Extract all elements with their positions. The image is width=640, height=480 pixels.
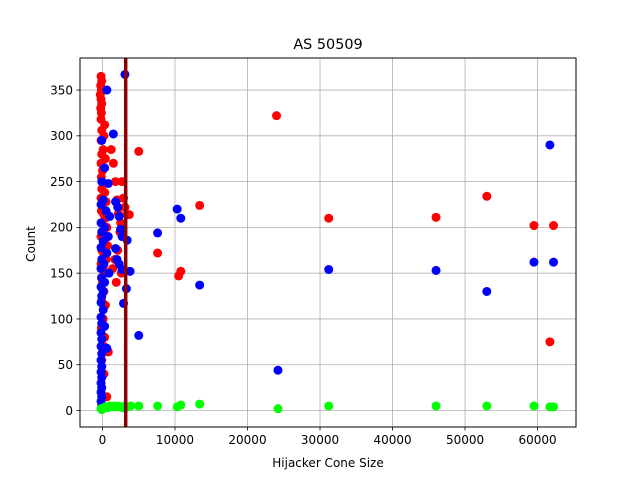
scatter-point	[134, 401, 144, 411]
scatter-point	[134, 146, 144, 156]
scatter-point	[105, 211, 115, 221]
y-tick-label: 100	[50, 312, 73, 326]
scatter-point	[431, 265, 441, 275]
scatter-point	[96, 200, 106, 210]
scatter-point	[195, 280, 205, 290]
scatter-point	[97, 227, 107, 237]
scatter-point	[113, 202, 123, 212]
scatter-point	[549, 221, 559, 231]
axis-ticks: 0 10000 20000 30000 40000 50000 60000 0 50 100 150…	[50, 83, 557, 447]
scatter-point	[273, 404, 283, 414]
scatter-point	[111, 277, 121, 287]
y-tick-label: 300	[50, 129, 73, 143]
y-tick-label: 200	[50, 221, 73, 235]
x-tick-label: 30000	[301, 433, 339, 447]
scatter-point	[96, 264, 106, 274]
x-tick-label: 40000	[373, 433, 411, 447]
scatter-point	[176, 266, 186, 276]
scatter-point	[125, 266, 135, 276]
scatter-point	[195, 200, 205, 210]
scatter-point	[482, 191, 492, 201]
scatter-point	[482, 286, 492, 296]
scatter-point	[114, 211, 124, 221]
scatter-point	[111, 177, 121, 187]
scatter-point	[272, 111, 282, 121]
y-axis-title: Count	[24, 226, 38, 262]
scatter-point	[96, 108, 106, 118]
scatter-point	[111, 243, 121, 253]
scatter-point	[97, 135, 107, 145]
scatter-point	[126, 401, 136, 411]
scatter-point	[549, 257, 559, 267]
scatter-point	[324, 265, 334, 275]
scatter-point	[108, 158, 118, 168]
y-tick-label: 0	[65, 404, 73, 418]
scatter-point	[97, 334, 107, 344]
x-tick-label: 0	[99, 433, 107, 447]
scatter-point	[100, 163, 110, 173]
scatter-point	[549, 402, 559, 412]
scatter-point	[96, 297, 106, 307]
scatter-point	[102, 85, 112, 95]
scatter-point	[545, 140, 555, 150]
scatter-point	[324, 401, 334, 411]
scatter-point	[545, 337, 555, 347]
scatter-point	[529, 221, 539, 231]
scatter-point	[529, 401, 539, 411]
scatter-point	[153, 401, 163, 411]
x-tick-label: 60000	[518, 433, 556, 447]
x-axis-title: Hijacker Cone Size	[272, 456, 383, 470]
scatter-point	[176, 213, 186, 223]
y-tick-label: 350	[50, 83, 73, 97]
chart-title: AS 50509	[293, 37, 362, 53]
plot-frame	[79, 57, 577, 428]
scatter-point	[108, 129, 118, 139]
scatter-point	[529, 257, 539, 267]
y-tick-label: 250	[50, 175, 73, 189]
scatter-point	[176, 400, 186, 410]
scatter-point	[103, 178, 113, 188]
scatter-point	[482, 401, 492, 411]
scatter-point	[98, 305, 108, 315]
scatter-point	[172, 204, 182, 214]
scatter-point	[134, 330, 144, 340]
y-tick-label: 150	[50, 266, 73, 280]
scatter-point	[431, 401, 441, 411]
scatter-point	[153, 248, 163, 258]
scatter-point	[104, 268, 114, 278]
scatter-point	[324, 213, 334, 223]
x-tick-label: 10000	[156, 433, 194, 447]
scatter-point	[153, 228, 163, 238]
y-tick-label: 50	[58, 358, 73, 372]
scatter-point	[431, 212, 441, 222]
scatter-point	[195, 399, 205, 409]
scatter-point	[102, 248, 112, 258]
x-tick-label: 20000	[228, 433, 266, 447]
scatter-point	[273, 365, 283, 375]
scatter-point	[116, 224, 126, 234]
scatter-point	[106, 145, 116, 155]
x-tick-label: 50000	[446, 433, 484, 447]
scatter-point	[96, 243, 106, 253]
